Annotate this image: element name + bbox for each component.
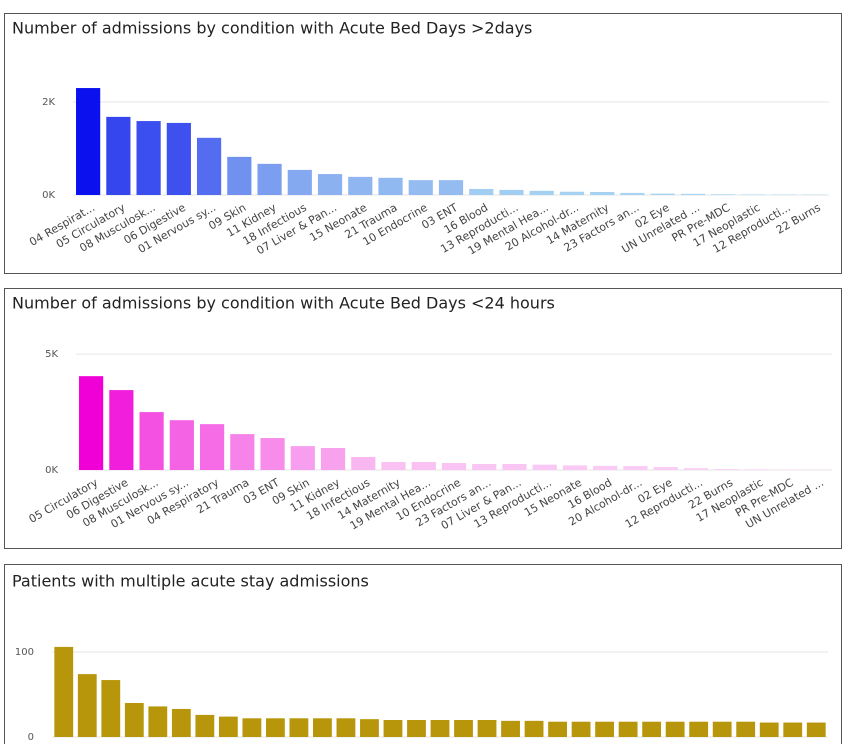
bar — [469, 188, 494, 195]
bar — [54, 646, 74, 737]
bar — [595, 721, 615, 737]
bar — [199, 424, 225, 470]
bar — [623, 466, 648, 470]
bar — [532, 464, 557, 470]
bar — [618, 721, 638, 737]
bar — [529, 190, 554, 195]
bar — [148, 706, 168, 737]
chart-title: Number of admissions by condition with A… — [12, 294, 555, 313]
bar — [711, 194, 736, 195]
bar — [741, 194, 766, 195]
bar — [477, 720, 497, 737]
bar — [680, 193, 706, 195]
bar — [196, 137, 222, 195]
bar — [783, 722, 803, 737]
bar — [759, 722, 779, 737]
bar — [260, 438, 285, 470]
bar — [562, 465, 588, 470]
bar — [590, 191, 615, 195]
bar — [348, 176, 373, 195]
bar — [124, 703, 144, 737]
bar — [407, 720, 426, 737]
bar — [79, 376, 104, 470]
y-tick-label: 0 — [28, 732, 34, 743]
bar — [218, 716, 238, 737]
y-tick-label: 2K — [42, 97, 55, 108]
bar — [351, 457, 376, 470]
bar — [620, 192, 645, 195]
bar — [499, 189, 524, 195]
bar — [411, 462, 436, 470]
y-tick-label: 100 — [15, 647, 34, 658]
bar — [336, 718, 356, 737]
bar — [227, 156, 252, 195]
bar — [642, 721, 662, 737]
bar — [714, 469, 739, 470]
bar — [136, 121, 161, 195]
panel — [4, 564, 842, 744]
bar — [378, 177, 403, 195]
bar — [106, 116, 131, 195]
bar — [109, 390, 134, 470]
bar — [548, 721, 567, 737]
bar — [665, 721, 685, 737]
bar — [195, 714, 215, 737]
bar — [383, 720, 403, 737]
bar — [653, 466, 678, 470]
bar — [360, 719, 379, 737]
bar — [381, 462, 406, 470]
bar — [313, 718, 332, 737]
bar — [76, 88, 101, 195]
bar — [77, 674, 97, 737]
bar — [806, 722, 826, 737]
bar — [320, 447, 346, 470]
bar — [230, 434, 255, 470]
bar — [501, 720, 520, 737]
bar — [571, 721, 591, 737]
bar — [257, 163, 282, 195]
bar — [290, 446, 315, 470]
bar — [438, 180, 464, 195]
bar — [265, 718, 285, 737]
bar — [287, 169, 312, 195]
bar — [169, 420, 194, 470]
bar — [524, 720, 544, 737]
bar — [408, 180, 433, 195]
bar — [171, 708, 191, 737]
bar — [559, 191, 585, 195]
y-tick-label: 5K — [45, 349, 58, 360]
bar — [502, 463, 527, 470]
bar — [712, 721, 732, 737]
bar — [744, 469, 769, 470]
bar — [430, 720, 450, 737]
bar — [593, 465, 618, 470]
bar — [441, 463, 467, 470]
bar — [454, 720, 473, 737]
y-tick-label: 0K — [45, 465, 58, 476]
bar — [101, 680, 121, 737]
y-tick-label: 0K — [42, 190, 55, 201]
chart-title: Patients with multiple acute stay admiss… — [12, 572, 369, 591]
bar — [242, 718, 262, 737]
bar — [289, 718, 309, 737]
chart-title: Number of admissions by condition with A… — [12, 19, 532, 38]
bar — [689, 721, 709, 737]
bar — [139, 412, 164, 470]
bar — [650, 193, 675, 195]
bar — [736, 721, 756, 737]
bar — [683, 468, 709, 470]
bar — [472, 463, 497, 470]
bar — [166, 122, 191, 195]
bar — [317, 174, 343, 195]
